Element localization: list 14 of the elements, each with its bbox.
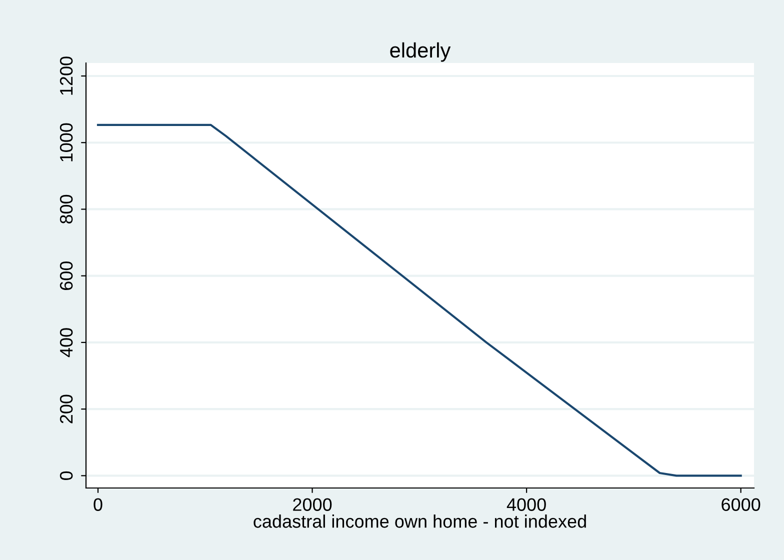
y-tick-label: 400 xyxy=(60,328,73,358)
x-tick-label: 0 xyxy=(94,498,102,511)
chart-title: elderly xyxy=(390,42,451,62)
y-tick-label: 1200 xyxy=(60,56,73,95)
y-tick-label: 1000 xyxy=(60,123,73,162)
x-tick-label: 2000 xyxy=(293,498,332,511)
x-axis-title: cadastral income own home - not indexed xyxy=(254,514,586,528)
y-tick-label: 0 xyxy=(60,471,73,480)
y-tick-label: 200 xyxy=(60,394,73,424)
y-tick-label: 600 xyxy=(60,261,73,290)
x-tick-label: 4000 xyxy=(506,498,546,511)
x-tick-label: 6000 xyxy=(722,498,760,511)
line-series xyxy=(96,124,742,477)
y-tick-label: 800 xyxy=(60,194,73,224)
